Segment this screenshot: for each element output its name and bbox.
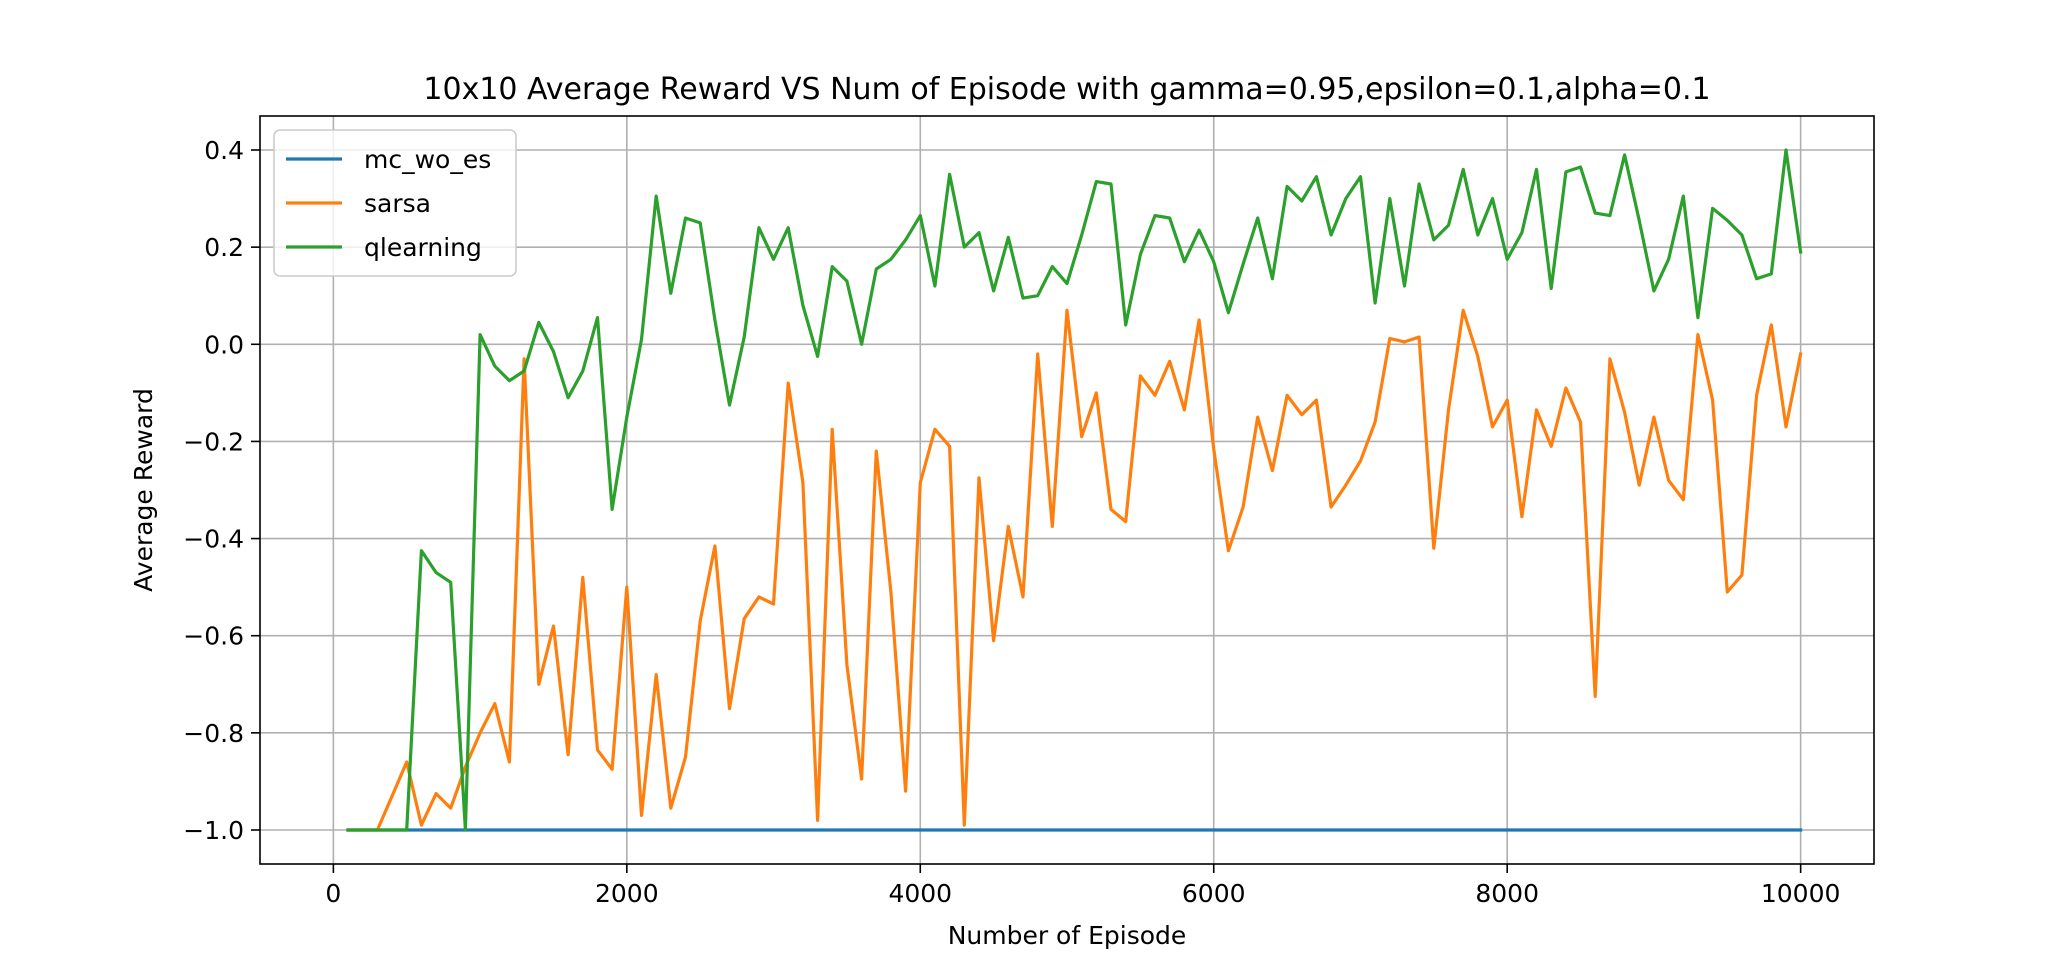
y-tick-label: −0.6 bbox=[183, 622, 244, 651]
x-tick-label: 4000 bbox=[888, 879, 952, 908]
y-tick-label: −0.8 bbox=[183, 719, 244, 748]
x-tick-label: 2000 bbox=[595, 879, 659, 908]
legend-label-qlearning: qlearning bbox=[364, 233, 482, 262]
y-tick-label: 0.4 bbox=[204, 136, 244, 165]
series-line-sarsa bbox=[346, 308, 1803, 832]
y-tick-label: −0.4 bbox=[183, 525, 244, 554]
axis-ticks: 0 2000 4000 6000 8000 10000 −1.0 −0.8 −0.6 −0.4 −0… bbox=[183, 136, 1840, 908]
y-tick-label: −1.0 bbox=[183, 816, 244, 845]
plot-lines bbox=[346, 148, 1803, 832]
x-axis-label: Number of Episode bbox=[948, 921, 1187, 950]
legend-box bbox=[273, 129, 517, 277]
x-tick-label: 6000 bbox=[1182, 879, 1246, 908]
y-tick-label: −0.2 bbox=[183, 427, 244, 456]
series-line-qlearning bbox=[346, 148, 1803, 832]
legend-label-mc_wo_es: mc_wo_es bbox=[364, 145, 491, 174]
chart-title: 10x10 Average Reward VS Num of Episode w… bbox=[423, 72, 1710, 107]
y-axis-label: Average Reward bbox=[129, 388, 158, 592]
x-tick-label: 8000 bbox=[1475, 879, 1539, 908]
x-tick-label: 10000 bbox=[1761, 879, 1841, 908]
x-tick-label: 0 bbox=[325, 879, 341, 908]
y-tick-label: 0.0 bbox=[204, 330, 244, 359]
legend-label-sarsa: sarsa bbox=[364, 189, 431, 218]
plot-frame bbox=[259, 115, 1875, 865]
y-tick-label: 0.2 bbox=[204, 233, 244, 262]
